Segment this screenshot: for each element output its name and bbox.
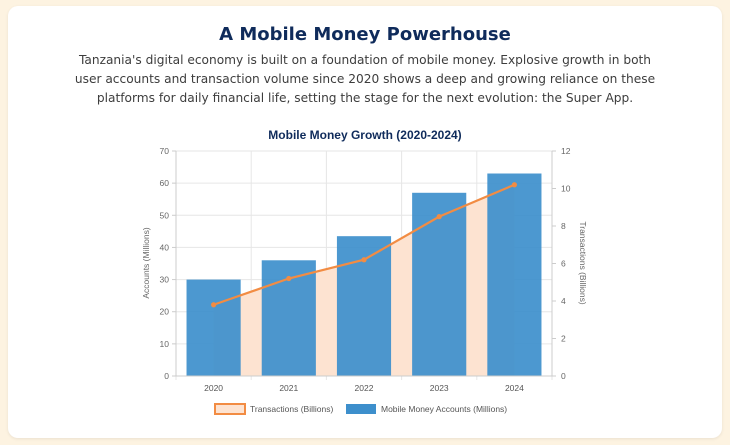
accounts-bar	[186, 279, 241, 376]
legend-label-transactions: Transactions (Billions)	[250, 404, 333, 414]
y-tick-label-left: 30	[160, 275, 170, 285]
y-tick-label-left: 60	[160, 178, 170, 188]
y-tick-label-right: 12	[561, 146, 571, 156]
y-tick-label-right: 0	[561, 371, 566, 381]
y-tick-label-left: 10	[160, 339, 170, 349]
y-tick-label-left: 0	[164, 371, 169, 381]
accounts-bar	[487, 173, 542, 376]
y-tick-label-left: 70	[160, 146, 170, 156]
legend-label-accounts: Mobile Money Accounts (Millions)	[381, 404, 507, 414]
chart-title: Mobile Money Growth (2020-2024)	[268, 128, 461, 142]
x-tick-label: 2021	[279, 383, 298, 393]
y-tick-label-left: 40	[160, 242, 170, 252]
legend-swatch-accounts	[346, 404, 376, 414]
accounts-bar	[412, 192, 467, 376]
transactions-point	[361, 257, 367, 263]
x-tick-label: 2023	[430, 383, 449, 393]
x-tick-label: 2020	[204, 383, 223, 393]
transactions-point	[436, 214, 442, 220]
page-title: A Mobile Money Powerhouse	[219, 24, 511, 45]
y-tick-label-left: 50	[160, 210, 170, 220]
legend-swatch-transactions	[214, 403, 246, 415]
transactions-point	[211, 302, 217, 308]
transactions-point	[286, 275, 292, 282]
x-tick-label: 2022	[355, 383, 374, 393]
x-tick-label: 2024	[505, 383, 524, 393]
y-tick-label-right: 8	[561, 221, 566, 231]
y-tick-label-right: 6	[561, 259, 566, 269]
y-tick-label-right: 2	[561, 334, 566, 344]
y-axis-label-left: Accounts (Millions)	[141, 227, 151, 298]
transactions-point	[511, 182, 517, 188]
y-tick-label-right: 10	[561, 184, 571, 194]
page-description: Tanzania's digital economy is built on a…	[74, 53, 656, 105]
y-axis-label-right: Transactions (Billions)	[578, 221, 588, 304]
y-tick-label-left: 20	[160, 307, 170, 317]
y-tick-label-right: 4	[561, 296, 566, 306]
